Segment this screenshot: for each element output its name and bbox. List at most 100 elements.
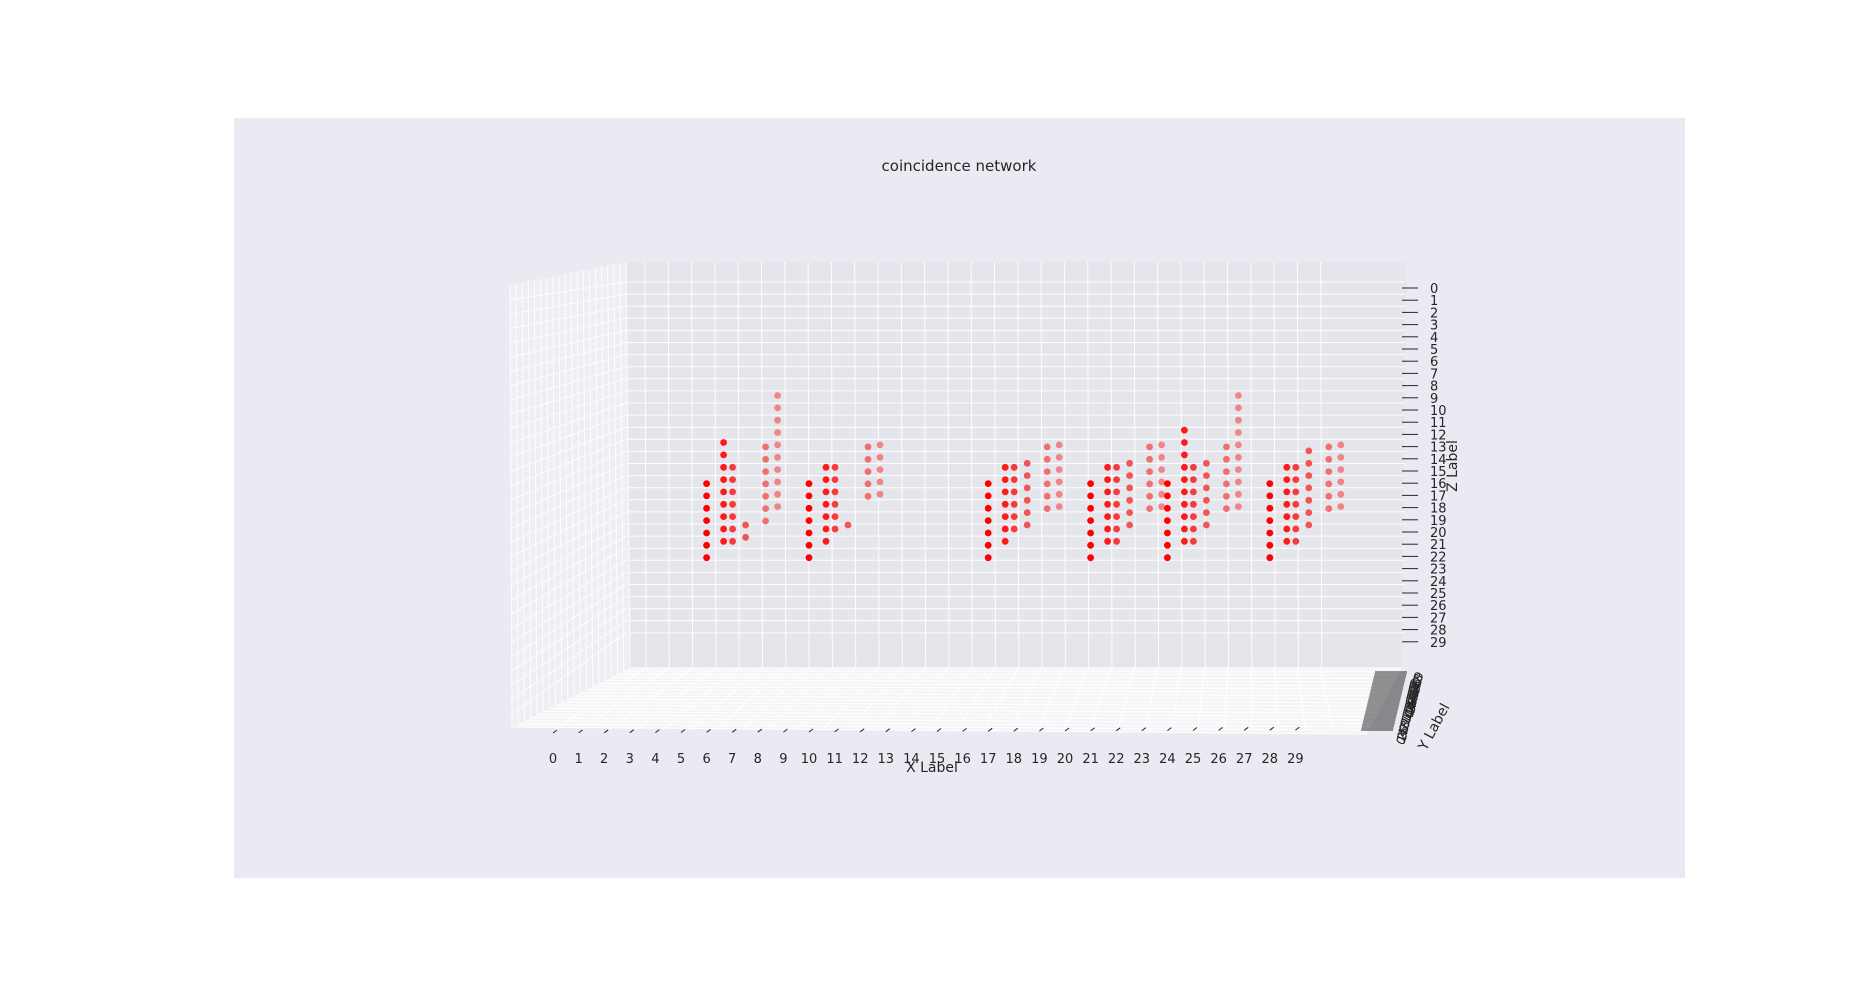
- x-tick: [603, 729, 609, 734]
- y-tick-label: 22: [1404, 683, 1424, 703]
- data-point: [774, 478, 781, 486]
- y-tick-label: 29: [1407, 669, 1427, 689]
- data-point: [1292, 537, 1300, 545]
- data-point: [1190, 476, 1197, 483]
- data-point: [703, 480, 710, 487]
- data-point: [1223, 505, 1230, 512]
- data-point: [1190, 500, 1197, 508]
- z-tick-label: 9: [1430, 392, 1438, 407]
- data-point: [1023, 521, 1031, 529]
- x-tick-label: 7: [728, 752, 736, 767]
- data-point: [831, 463, 839, 471]
- data-point: [1283, 476, 1291, 483]
- data-point: [703, 504, 710, 512]
- data-point: [1001, 500, 1009, 508]
- data-point: [1158, 478, 1165, 486]
- z-tick-label: 29: [1430, 636, 1447, 651]
- data-point: [1305, 447, 1313, 455]
- data-point: [1087, 554, 1094, 562]
- z-tick-label: 26: [1430, 599, 1447, 614]
- data-point: [1055, 453, 1063, 461]
- data-point: [1235, 466, 1242, 473]
- data-point: [1104, 500, 1111, 508]
- y-tick-label: 28: [1407, 671, 1427, 691]
- data-point: [1146, 468, 1153, 475]
- y-tick-label: 10: [1398, 707, 1418, 727]
- data-point: [1190, 463, 1197, 471]
- data-point: [805, 529, 813, 537]
- data-point: [1010, 476, 1018, 483]
- data-point: [1266, 492, 1274, 500]
- z-axis: 0123456789101112131415161718192021222324…: [1402, 282, 1447, 651]
- data-point: [729, 525, 736, 533]
- data-point: [984, 541, 992, 549]
- data-point: [1164, 541, 1171, 549]
- data-point: [876, 490, 884, 498]
- data-point: [1164, 492, 1171, 500]
- data-point: [1203, 472, 1210, 479]
- data-point: [1325, 468, 1333, 475]
- data-point: [1055, 503, 1063, 510]
- data-point: [1235, 429, 1242, 436]
- data-point: [864, 455, 872, 463]
- z-tick-label: 16: [1430, 477, 1447, 492]
- z-tick-label: 18: [1430, 502, 1447, 517]
- data-point: [720, 537, 727, 545]
- data-point: [1337, 490, 1345, 498]
- data-point: [1043, 505, 1051, 512]
- data-point: [1113, 488, 1120, 496]
- data-point: [720, 451, 727, 459]
- z-tick-label: 8: [1430, 380, 1438, 395]
- data-point: [822, 525, 830, 533]
- data-point: [1010, 513, 1018, 520]
- x-tick: [783, 728, 788, 733]
- data-point: [703, 554, 710, 562]
- x-tick: [1013, 727, 1019, 732]
- x-tick-label: 14: [903, 752, 920, 767]
- x-axis-label: X Label: [906, 760, 958, 776]
- data-point: [1305, 496, 1313, 504]
- data-point: [1126, 459, 1133, 467]
- data-point: [1181, 537, 1188, 545]
- data-point: [1113, 476, 1120, 483]
- data-point: [774, 429, 781, 436]
- left-pane: [509, 261, 631, 728]
- y-tick-label: 24: [1405, 679, 1425, 699]
- data-point: [1023, 472, 1031, 479]
- data-point: [1283, 463, 1291, 471]
- data-point: [1023, 459, 1031, 467]
- data-point: [984, 504, 992, 512]
- data-point: [1043, 455, 1051, 463]
- x-tick: [911, 728, 916, 732]
- data-point: [1001, 513, 1009, 520]
- y-axis: 0123456789101112131415161718192021222324…: [1361, 669, 1427, 747]
- z-tick-label: 10: [1430, 404, 1447, 419]
- data-point: [1146, 455, 1153, 463]
- data-point: [729, 476, 736, 483]
- data-point: [822, 500, 830, 508]
- data-point: [831, 476, 839, 483]
- data-point: [1305, 509, 1313, 516]
- data-point: [1104, 537, 1111, 545]
- data-point: [1181, 488, 1188, 496]
- data-point: [1104, 463, 1111, 471]
- x-tick-label: 16: [954, 752, 971, 767]
- x-tick-label: 27: [1236, 752, 1253, 767]
- x-tick-label: 12: [852, 752, 869, 767]
- data-point: [1223, 492, 1230, 500]
- z-tick-label: 24: [1430, 575, 1447, 590]
- x-tick-label: 22: [1108, 752, 1125, 767]
- data-point: [762, 455, 769, 463]
- data-point: [984, 480, 992, 487]
- data-point: [1292, 488, 1300, 496]
- data-point: [703, 541, 710, 549]
- data-point: [1164, 504, 1171, 512]
- data-point: [1010, 463, 1018, 471]
- data-point: [1087, 504, 1094, 512]
- data-point: [1223, 468, 1230, 475]
- data-point: [1126, 509, 1133, 516]
- y-tick-label: 20: [1403, 687, 1423, 707]
- x-tick-label: 10: [801, 752, 818, 767]
- y-tick-label: 14: [1400, 699, 1420, 719]
